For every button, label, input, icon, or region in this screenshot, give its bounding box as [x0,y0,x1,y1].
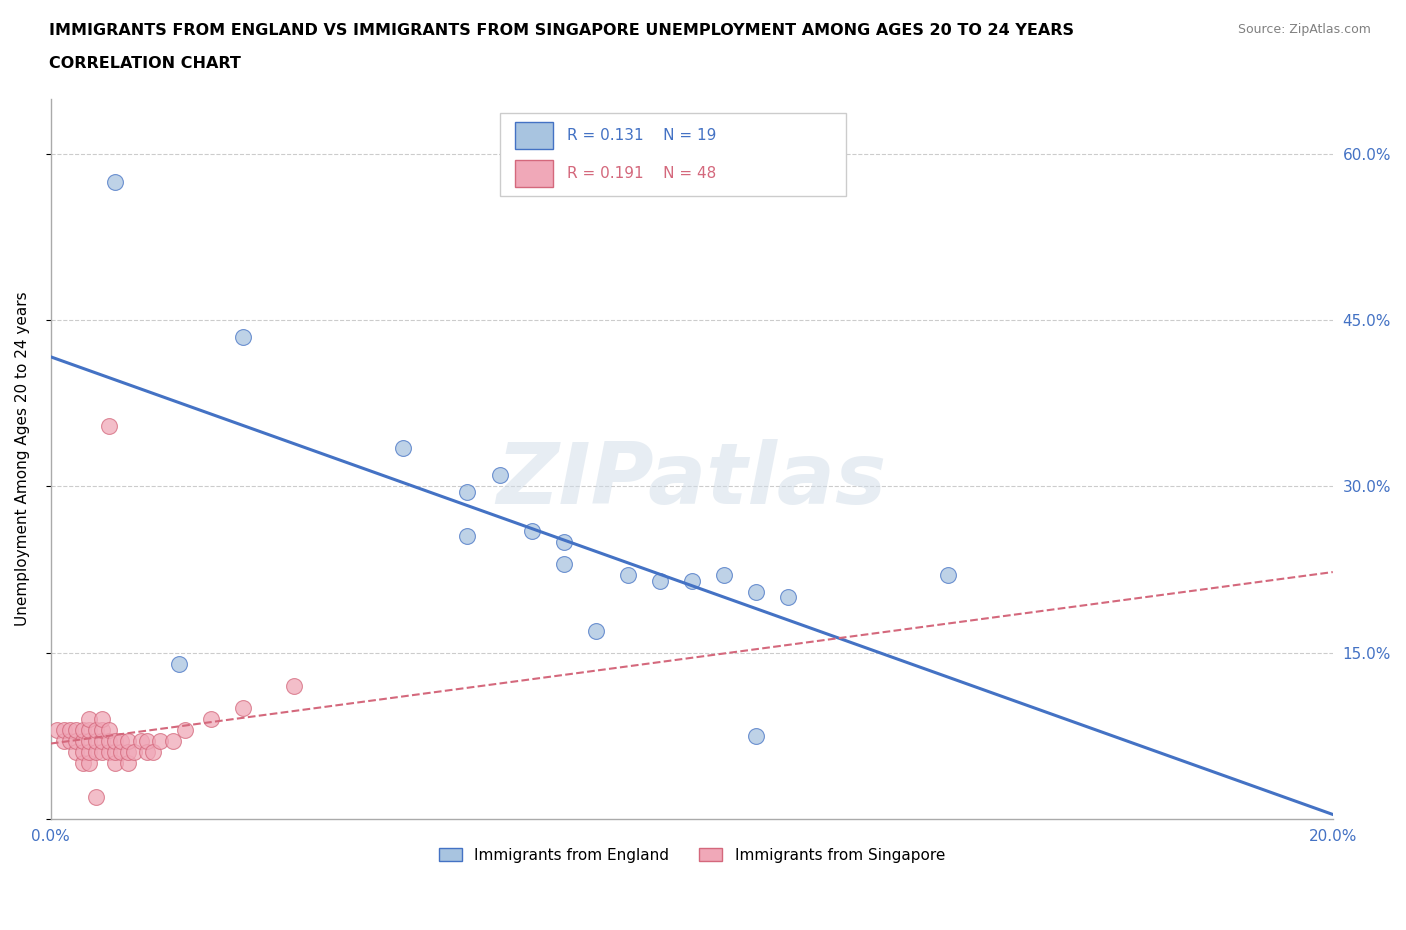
Point [648,573,671,588]
Point [52,734,75,749]
Point [110,734,132,749]
Point [936,567,959,582]
Point [283,679,305,694]
Text: ZIPatlas: ZIPatlas [496,439,887,522]
Point [79,723,101,737]
Point [136,745,159,760]
Point [232,329,254,344]
Point [79,734,101,749]
Point [65,723,87,737]
Point [456,485,478,499]
Point [84,723,107,737]
Point [91,745,114,760]
Legend: Immigrants from England, Immigrants from Singapore: Immigrants from England, Immigrants from… [433,842,950,869]
Point [392,440,415,455]
Point [117,756,139,771]
Point [616,567,638,582]
Point [104,756,127,771]
Y-axis label: Unemployment Among Ages 20 to 24 years: Unemployment Among Ages 20 to 24 years [15,291,30,626]
Text: IMMIGRANTS FROM ENGLAND VS IMMIGRANTS FROM SINGAPORE UNEMPLOYMENT AMONG AGES 20 : IMMIGRANTS FROM ENGLAND VS IMMIGRANTS FR… [49,23,1074,38]
Point [65,745,87,760]
Point [142,745,165,760]
Point [488,468,510,483]
Point [104,174,127,189]
Point [97,418,120,433]
Point [174,723,197,737]
Point [84,734,107,749]
Point [149,734,172,749]
Point [97,745,120,760]
Point [456,529,478,544]
Point [776,590,799,604]
Point [713,567,735,582]
Point [79,711,101,726]
Point [232,700,254,715]
Point [97,723,120,737]
Point [520,524,543,538]
Point [117,734,139,749]
Point [91,711,114,726]
Point [79,745,101,760]
Point [104,734,127,749]
Text: R = 0.191    N = 48: R = 0.191 N = 48 [568,166,717,181]
Point [122,745,145,760]
Point [46,723,69,737]
Point [167,657,190,671]
Point [97,734,120,749]
Point [104,745,127,760]
Text: Source: ZipAtlas.com: Source: ZipAtlas.com [1237,23,1371,36]
Point [553,535,575,550]
Point [59,734,82,749]
Point [553,556,575,571]
Point [84,790,107,804]
Point [200,711,222,726]
Text: CORRELATION CHART: CORRELATION CHART [49,56,240,71]
Bar [515,160,554,187]
Point [84,745,107,760]
Point [72,745,94,760]
Point [91,734,114,749]
Point [585,623,607,638]
Point [681,573,703,588]
Point [129,734,152,749]
Point [72,756,94,771]
Bar [515,122,554,149]
Point [72,734,94,749]
Point [745,584,768,599]
Point [79,756,101,771]
Point [110,745,132,760]
FancyBboxPatch shape [499,113,845,196]
Point [59,723,82,737]
Point [136,734,159,749]
Point [52,723,75,737]
Text: R = 0.131    N = 19: R = 0.131 N = 19 [568,128,717,143]
Point [745,728,768,743]
Point [72,723,94,737]
Point [65,734,87,749]
Point [117,745,139,760]
Point [162,734,184,749]
Point [91,723,114,737]
